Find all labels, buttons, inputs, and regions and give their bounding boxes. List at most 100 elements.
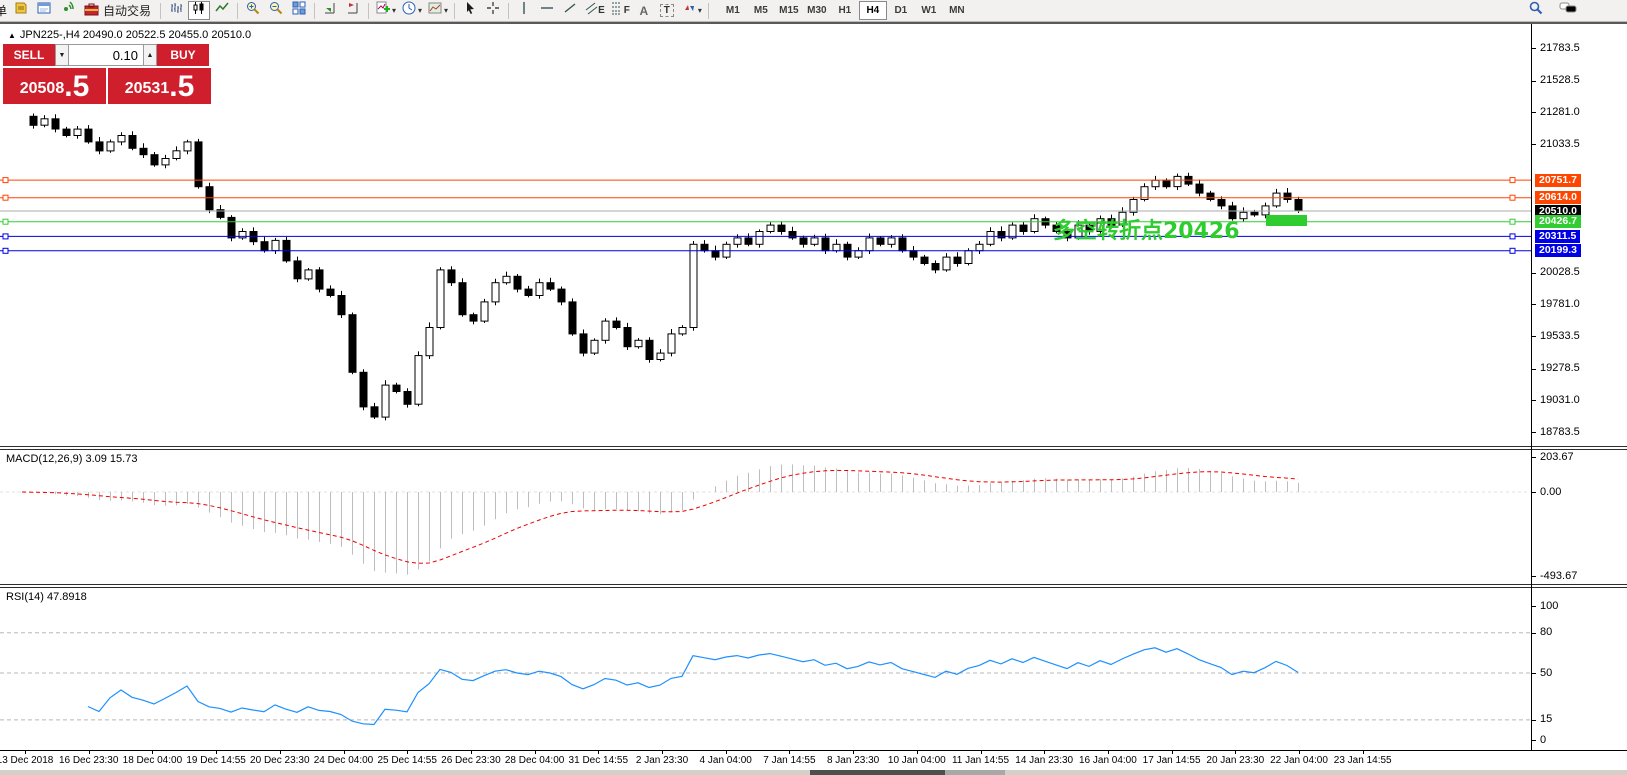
line-handle[interactable] <box>2 194 9 201</box>
time-tick <box>1362 751 1364 754</box>
horizontal-line-button[interactable] <box>536 1 558 20</box>
text-label-button[interactable]: T <box>656 1 678 20</box>
timeframe-h4[interactable]: H4 <box>858 1 887 20</box>
channel-button[interactable]: E <box>582 1 607 20</box>
price-line-label: 20311.5 <box>1535 229 1581 243</box>
tile-windows-button[interactable] <box>288 1 310 20</box>
collapse-icon[interactable]: ▲ <box>8 31 16 40</box>
timeframe-m15[interactable]: M15 <box>779 5 799 16</box>
auto-scroll-button[interactable] <box>319 1 341 20</box>
timeframe-mn[interactable]: MN <box>949 5 965 16</box>
axis-tick-label: 21281.0 <box>1540 105 1580 118</box>
chevron-down-icon[interactable]: ▾ <box>392 6 397 15</box>
chevron-down-icon[interactable]: ▾ <box>697 6 702 15</box>
trendline-button[interactable] <box>559 1 581 20</box>
line-handle[interactable] <box>2 233 9 240</box>
candle-body <box>1261 205 1270 216</box>
axis-tick-label: 19031.0 <box>1540 393 1580 406</box>
buy-price-panel[interactable]: 20531.5 <box>108 68 211 104</box>
candle-body <box>557 288 566 303</box>
line-handle[interactable] <box>1509 194 1516 201</box>
chart-shift-button[interactable] <box>342 1 364 20</box>
crosshair-button[interactable] <box>482 1 504 20</box>
chat-button[interactable] <box>1557 1 1579 20</box>
timeframe-h1[interactable]: H1 <box>838 5 852 16</box>
sell-price-int: 20508 <box>19 80 65 97</box>
timeframe-m30[interactable]: M30 <box>807 5 827 16</box>
line-chart-button[interactable] <box>211 1 233 20</box>
autotrade-label: 自动交易 <box>103 4 152 18</box>
pane-splitter[interactable] <box>0 446 1627 450</box>
candle-body <box>293 260 302 280</box>
timeframe-m5[interactable]: M5 <box>753 5 768 16</box>
zoom-in-button[interactable] <box>242 1 264 20</box>
sell-price-panel[interactable]: 20508.5 <box>3 68 106 104</box>
bar-chart-button[interactable] <box>165 1 187 20</box>
main-toolbar: 单 自动交易 <box>0 0 1627 22</box>
search-button[interactable] <box>1525 1 1547 20</box>
zoom-out-button[interactable] <box>265 1 287 20</box>
main-price-chart[interactable]: 多空转折点20426 <box>0 24 1531 446</box>
macd-pane[interactable] <box>0 451 1531 584</box>
periods-button[interactable]: ▾ <box>399 1 424 20</box>
green-rectangle-object[interactable] <box>1266 215 1307 226</box>
separator <box>237 2 239 19</box>
arrows-icon <box>681 0 697 21</box>
candle-body <box>1217 199 1226 207</box>
line-chart-icon <box>214 0 230 21</box>
sell-button[interactable]: SELL <box>3 44 55 66</box>
time-label: 17 Jan 14:55 <box>1142 755 1201 766</box>
timeframe-m1[interactable]: M1 <box>725 5 740 16</box>
orders-label[interactable]: 单 <box>0 4 8 18</box>
line-handle[interactable] <box>1509 218 1516 225</box>
candle-body <box>62 128 71 136</box>
templates-button[interactable]: ▾ <box>425 1 450 20</box>
candle-body <box>1173 175 1182 188</box>
line-handle[interactable] <box>1509 177 1516 184</box>
time-label: 20 Dec 23:30 <box>250 755 310 766</box>
market-watch-button[interactable] <box>56 1 78 20</box>
volume-up-spinner[interactable]: ▲ <box>143 44 157 66</box>
candle-body <box>1140 186 1149 200</box>
chevron-down-icon[interactable]: ▾ <box>444 6 449 15</box>
vertical-line-button[interactable] <box>513 1 535 20</box>
new-order-button[interactable] <box>10 1 32 20</box>
candle-body <box>975 243 984 252</box>
line-handle[interactable] <box>2 177 9 184</box>
profiles-button[interactable] <box>33 1 55 20</box>
buy-price-int: 20531 <box>124 80 170 97</box>
line-handle[interactable] <box>1509 247 1516 254</box>
candle-body <box>1052 224 1061 233</box>
candle-body <box>733 237 742 245</box>
line-handle[interactable] <box>2 218 9 225</box>
candle-body <box>73 128 82 136</box>
cursor-button[interactable] <box>459 1 481 20</box>
candle-body <box>304 269 313 280</box>
autotrade-button[interactable]: 自动交易 <box>79 1 156 20</box>
indicators-button[interactable]: ▾ <box>373 1 398 20</box>
volume-input[interactable] <box>69 44 143 66</box>
line-handle[interactable] <box>1509 233 1516 240</box>
text-button[interactable]: A <box>633 1 655 20</box>
line-handle[interactable] <box>2 247 9 254</box>
time-label: 22 Jan 04:00 <box>1270 755 1328 766</box>
candle-body <box>1096 218 1105 232</box>
axis-tick-label: 100 <box>1540 599 1559 612</box>
candle-body <box>579 333 588 354</box>
pane-splitter[interactable] <box>0 584 1627 588</box>
rsi-pane[interactable] <box>0 588 1531 748</box>
arrows-button[interactable]: ▾ <box>679 1 704 20</box>
annotation-text[interactable]: 多空转折点20426 <box>1053 218 1240 244</box>
buy-button[interactable]: BUY <box>157 44 209 66</box>
fibonacci-button[interactable]: F <box>608 1 632 20</box>
volume-down-spinner[interactable]: ▼ <box>55 44 69 66</box>
candlestick-chart-button[interactable] <box>188 1 211 20</box>
timeframe-w1[interactable]: W1 <box>921 5 937 16</box>
candle-body <box>458 282 467 316</box>
candle-body <box>601 320 610 341</box>
candle-body <box>1085 224 1094 233</box>
chevron-down-icon[interactable]: ▾ <box>418 6 423 15</box>
time-label: 8 Jan 23:30 <box>826 755 880 766</box>
rsi-line <box>87 647 1299 726</box>
timeframe-d1[interactable]: D1 <box>894 5 908 16</box>
